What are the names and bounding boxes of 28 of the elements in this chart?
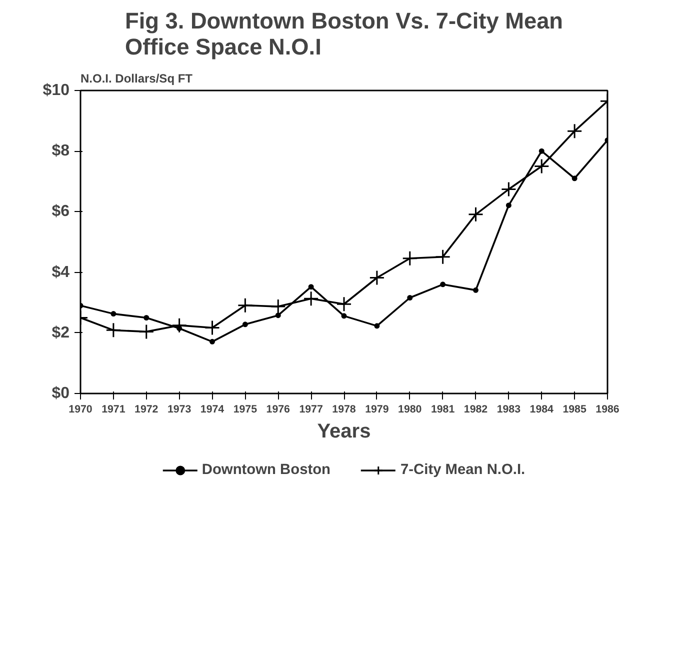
- x-tick-label: 1977: [299, 404, 323, 416]
- x-tick-label: 1984: [530, 404, 554, 416]
- y-axis-title: N.O.I. Dollars/Sq FT: [80, 72, 194, 86]
- x-tick-label: 1970: [68, 404, 92, 416]
- chart-title: Fig 3. Downtown Boston Vs. 7-City Mean Office Space N.O.I: [124, 8, 564, 60]
- x-tick-label: 1986: [596, 404, 620, 416]
- y-tick-label: $0: [52, 385, 70, 402]
- x-tick-label: 1980: [398, 404, 422, 416]
- x-tick-label: 1972: [134, 404, 158, 416]
- y-tick-label: $4: [52, 264, 70, 281]
- y-tick-label: $10: [42, 82, 70, 99]
- y-tick-label: $8: [52, 142, 70, 160]
- legend-label: Downtown Boston: [202, 462, 331, 478]
- x-tick-label: 1978: [332, 404, 356, 416]
- x-tick-label: 1974: [200, 404, 224, 416]
- x-tick-label: 1983: [496, 404, 521, 416]
- x-tick-label: 1979: [365, 404, 389, 416]
- x-tick-label: 1971: [102, 404, 126, 416]
- y-tick-label: $6: [52, 203, 70, 220]
- x-tick-label: 1982: [464, 404, 488, 416]
- x-tick-label: 1973: [167, 404, 192, 416]
- y-tick-label: $2: [52, 324, 70, 342]
- x-tick-label: 1975: [233, 404, 258, 416]
- x-tick-label: 1981: [430, 404, 455, 416]
- x-tick-label: 1976: [266, 404, 290, 416]
- x-axis-title: Years: [317, 420, 371, 442]
- legend-label: 7-City Mean N.O.I.: [400, 462, 526, 478]
- x-tick-label: 1985: [562, 404, 586, 416]
